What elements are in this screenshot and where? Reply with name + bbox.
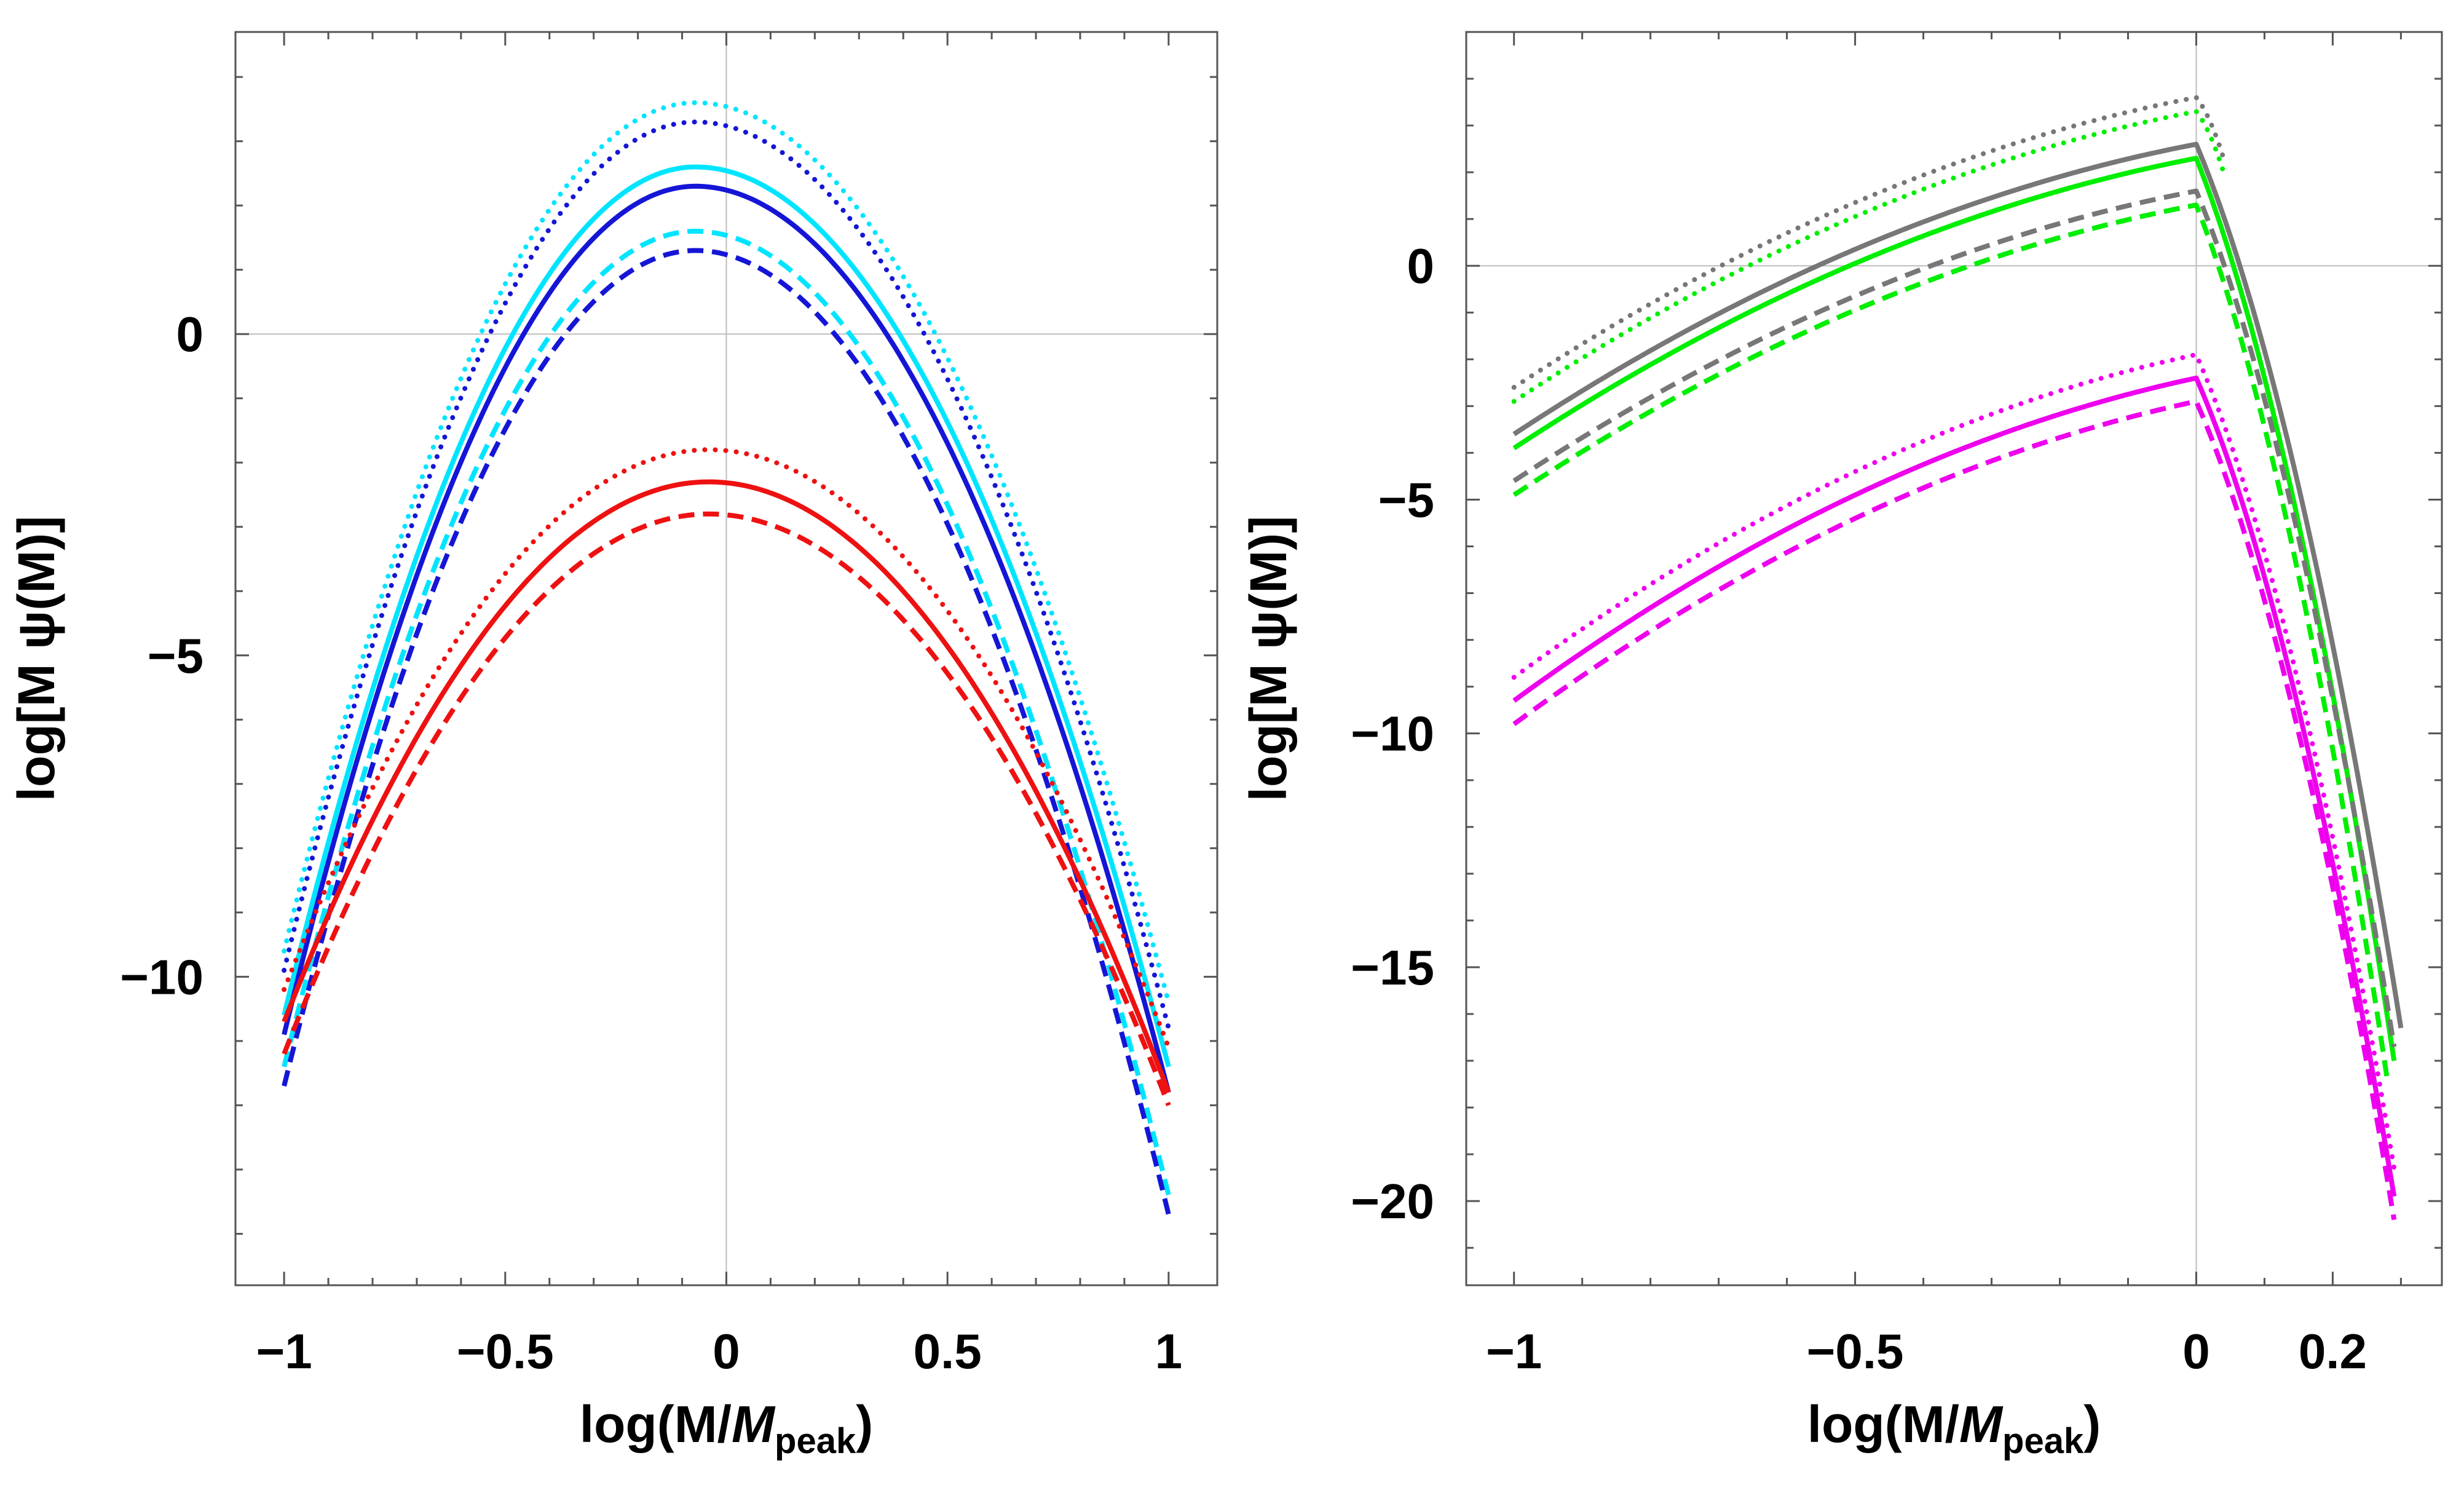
left-x-tick-label: 1 bbox=[1155, 1324, 1183, 1379]
right-chart-panel: −1 −0.5 0 0.2 0 −5 −10 −15 −20 log(M/Mpeak) log… bbox=[1239, 31, 2443, 1461]
right-y-tick-label: −15 bbox=[1351, 940, 1434, 995]
left-x-tick-label: −0.5 bbox=[457, 1324, 554, 1379]
right-y-tick-label: −10 bbox=[1351, 707, 1434, 761]
right-series-green-solid-line bbox=[1512, 156, 2397, 1061]
left-series-blue-solid-line bbox=[282, 183, 1171, 1093]
right-x-tick-label: 0 bbox=[2182, 1324, 2210, 1379]
left-x-tick-label: 0.5 bbox=[914, 1324, 982, 1379]
left-series-red-solid-line bbox=[282, 479, 1171, 1093]
left-x-tick-label: 0 bbox=[713, 1324, 740, 1379]
left-tick-marks bbox=[235, 32, 1217, 1285]
left-series-cyan-dotted-line bbox=[282, 100, 1171, 1005]
right-y-tick-label: 0 bbox=[1407, 239, 1435, 293]
right-y-axis-label: log[M ψ(M)] bbox=[1239, 516, 1297, 801]
right-x-tick-label: −0.5 bbox=[1807, 1324, 1904, 1379]
right-series-magenta-dashed-line bbox=[1512, 398, 2397, 1221]
right-series-gray-solid-line bbox=[1512, 141, 2404, 1029]
left-y-tick-label: 0 bbox=[176, 307, 204, 362]
right-series-gray-dashed-line bbox=[1512, 188, 2397, 1047]
right-y-tick-labels: 0 −5 −10 −15 −20 bbox=[1351, 239, 1434, 1229]
left-series-group bbox=[282, 100, 1171, 1215]
left-chart-panel: −1 −0.5 0 0.5 1 0 −5 −10 log(M/Mpeak) log[M ψ(… bbox=[7, 31, 1218, 1461]
left-y-tick-labels: 0 −5 −10 bbox=[120, 307, 203, 1004]
right-x-tick-label: −1 bbox=[1486, 1324, 1542, 1379]
right-series-magenta-dotted-line bbox=[1511, 352, 2397, 1171]
left-x-tick-label: −1 bbox=[256, 1324, 312, 1379]
left-series-blue-dashed-line bbox=[282, 248, 1171, 1215]
left-series-cyan-solid-line bbox=[282, 164, 1171, 1068]
left-series-red-dotted-line bbox=[282, 447, 1171, 1050]
left-y-axis-label: log[M ψ(M)] bbox=[7, 516, 65, 801]
left-y-tick-label: −10 bbox=[120, 949, 203, 1004]
left-series-blue-dotted-line bbox=[282, 119, 1171, 1031]
right-x-tick-label: 0.2 bbox=[2299, 1324, 2367, 1379]
left-x-axis-label: log(M/Mpeak) bbox=[580, 1395, 873, 1461]
right-series-group bbox=[1511, 95, 2404, 1221]
left-y-tick-label: −5 bbox=[148, 628, 203, 683]
right-y-tick-label: −5 bbox=[1378, 472, 1434, 527]
right-x-tick-labels: −1 −0.5 0 0.2 bbox=[1486, 1324, 2367, 1379]
right-series-magenta-solid-line bbox=[1512, 375, 2397, 1197]
right-tick-marks bbox=[1466, 32, 2442, 1285]
right-series-green-dashed-line bbox=[1512, 202, 2390, 1080]
right-y-tick-label: −20 bbox=[1351, 1174, 1434, 1229]
left-gridlines bbox=[235, 32, 1217, 1285]
right-plot-frame bbox=[1465, 31, 2443, 1286]
right-gridlines bbox=[1466, 32, 2442, 1285]
left-series-cyan-dashed-line bbox=[282, 229, 1171, 1196]
left-x-tick-labels: −1 −0.5 0 0.5 1 bbox=[256, 1324, 1183, 1379]
right-x-axis-label: log(M/Mpeak) bbox=[1807, 1395, 2101, 1461]
